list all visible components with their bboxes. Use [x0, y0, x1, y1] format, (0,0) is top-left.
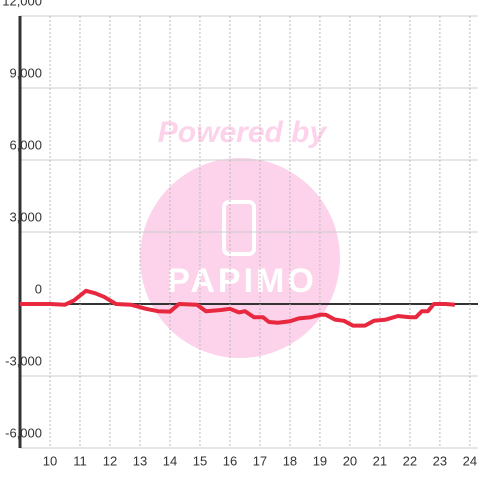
x-tick-label: 17: [253, 453, 267, 468]
y-tick-label: 12,000: [2, 0, 42, 8]
y-tick-label: 3,000: [9, 209, 42, 224]
x-tick-label: 12: [103, 453, 117, 468]
y-tick-label: -3,000: [5, 353, 42, 368]
y-tick-label: 6,000: [9, 137, 42, 152]
watermark-icon: [222, 200, 256, 256]
x-tick-label: 16: [223, 453, 237, 468]
watermark-logo: PAPIMO: [167, 262, 317, 300]
line-series: [20, 288, 456, 328]
x-tick-label: 13: [133, 453, 147, 468]
x-tick-label: 10: [43, 453, 57, 468]
x-tick-label: 20: [343, 453, 357, 468]
x-tick-label: 18: [283, 453, 297, 468]
y-tick-label: 0: [35, 281, 42, 296]
x-tick-label: 22: [403, 453, 417, 468]
x-tick-label: 23: [433, 453, 447, 468]
x-tick-label: 21: [373, 453, 387, 468]
x-tick-label: 19: [313, 453, 327, 468]
watermark-text: Powered by: [158, 116, 328, 149]
x-tick-label: 24: [463, 453, 477, 468]
y-tick-label: 9,000: [9, 65, 42, 80]
x-tick-label: 14: [163, 453, 177, 468]
x-tick-label: 11: [73, 453, 87, 468]
x-tick-label: 15: [193, 453, 207, 468]
y-tick-label: -6,000: [5, 425, 42, 440]
